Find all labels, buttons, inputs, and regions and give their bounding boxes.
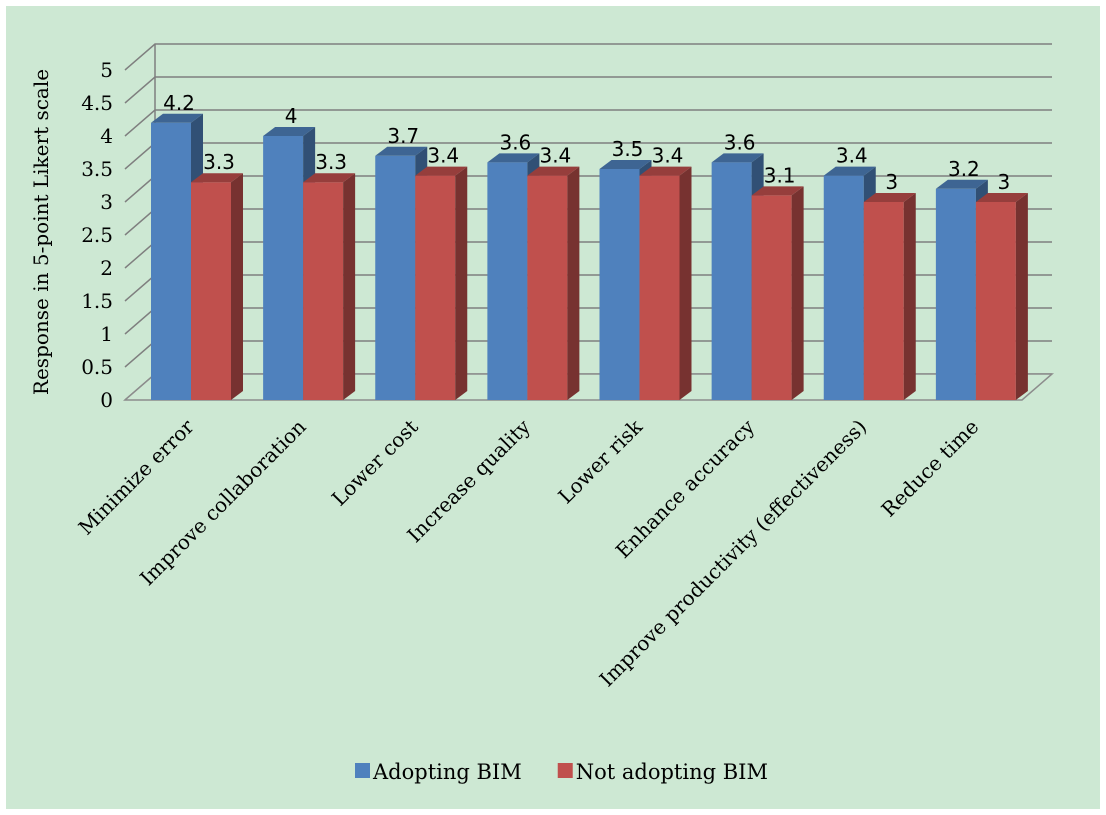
bar-front xyxy=(415,175,456,400)
data-labels: 4.2 3.3 4 3.3 3.7 3.4 3.6 3.4 3.5 3.4 3.6 3.1 3.4 3 3.… xyxy=(163,91,1010,194)
bar xyxy=(415,166,468,400)
bar xyxy=(863,193,916,400)
y-tick-label: 0 xyxy=(100,388,113,412)
y-tick-label: 1.5 xyxy=(81,289,113,313)
bar-top xyxy=(303,173,356,183)
bar-side xyxy=(679,166,692,400)
data-label: 3.1 xyxy=(764,163,796,187)
data-label: 3 xyxy=(998,170,1011,194)
legend-item: Adopting BIM xyxy=(355,760,522,784)
bar-front xyxy=(263,136,304,400)
bar-front xyxy=(975,202,1016,400)
bar-side xyxy=(455,166,468,400)
bar-front xyxy=(863,202,904,400)
y-tick-label: 1 xyxy=(100,322,113,346)
bar-top xyxy=(711,153,764,163)
data-label: 3.3 xyxy=(315,150,347,174)
bar-top xyxy=(639,166,692,176)
y-tick-label: 3.5 xyxy=(81,157,113,181)
data-label: 3.7 xyxy=(387,124,419,148)
bar-front xyxy=(375,155,416,400)
bar-front xyxy=(191,182,231,400)
legend-swatch xyxy=(355,763,370,778)
bar-top xyxy=(863,193,916,202)
y-axis-ticks: 0 0.5 1 1.5 2 2.5 3 3.5 4 4.5 5 xyxy=(81,58,113,412)
bar-side xyxy=(791,186,804,400)
data-label: 3.4 xyxy=(652,144,684,168)
data-label: 3 xyxy=(885,170,898,194)
bar-side xyxy=(903,193,916,400)
bar-side xyxy=(231,173,243,400)
bar-top xyxy=(527,166,580,176)
bars xyxy=(151,113,1028,401)
data-label: 3.3 xyxy=(203,150,235,174)
legend-item: Not adopting BIM xyxy=(557,760,768,784)
y-axis-title: Response in 5-point Likert scale xyxy=(29,69,53,395)
y-tick-label: 3 xyxy=(100,190,113,214)
bar-top xyxy=(263,127,316,136)
bar-side xyxy=(343,173,356,400)
legend-label: Adopting BIM xyxy=(372,760,522,784)
bar-front xyxy=(751,195,792,400)
bar-top xyxy=(599,160,652,169)
data-label: 3.4 xyxy=(836,144,868,168)
bar-top xyxy=(975,193,1028,202)
y-tick-label: 4 xyxy=(100,124,113,148)
y-tick-label: 5 xyxy=(100,58,113,82)
bar-front xyxy=(639,175,680,400)
bar xyxy=(191,173,243,400)
bar-top xyxy=(935,179,988,189)
bar-front xyxy=(935,188,976,400)
y-tick-label: 2 xyxy=(100,256,113,280)
data-label: 3.5 xyxy=(612,137,644,161)
legend-swatch xyxy=(557,763,573,778)
legend: Adopting BIM Not adopting BIM xyxy=(355,760,768,784)
bar-top xyxy=(375,146,428,156)
legend-label: Not adopting BIM xyxy=(576,760,768,784)
bar-front xyxy=(151,122,191,401)
y-tick-label: 2.5 xyxy=(81,223,113,247)
data-label: 4.2 xyxy=(163,91,195,115)
bar xyxy=(639,166,692,400)
data-label: 3.4 xyxy=(539,144,571,168)
bar-front xyxy=(303,182,344,400)
bar-top xyxy=(415,166,468,176)
data-label: 3.6 xyxy=(499,130,531,154)
bar-front xyxy=(487,162,528,400)
bar-side xyxy=(567,166,580,400)
data-label: 3.4 xyxy=(427,144,459,168)
bar xyxy=(975,193,1028,400)
bar-top xyxy=(751,186,804,196)
data-label: 4 xyxy=(285,104,298,128)
bar-top xyxy=(191,173,243,183)
y-tick-label: 4.5 xyxy=(81,91,113,115)
bar-front xyxy=(527,175,568,400)
y-tick-label: 0.5 xyxy=(81,355,113,379)
bar-front xyxy=(823,175,864,400)
bar-top xyxy=(823,166,876,176)
bar-side xyxy=(1015,193,1028,400)
data-label: 3.6 xyxy=(724,130,756,154)
data-label: 3.2 xyxy=(948,157,980,181)
bar xyxy=(527,166,580,400)
bar xyxy=(303,173,356,400)
bar-top xyxy=(487,153,540,163)
bar-top xyxy=(151,113,203,123)
bar xyxy=(751,186,804,400)
bar-front xyxy=(599,169,640,400)
bar-front xyxy=(711,162,752,400)
